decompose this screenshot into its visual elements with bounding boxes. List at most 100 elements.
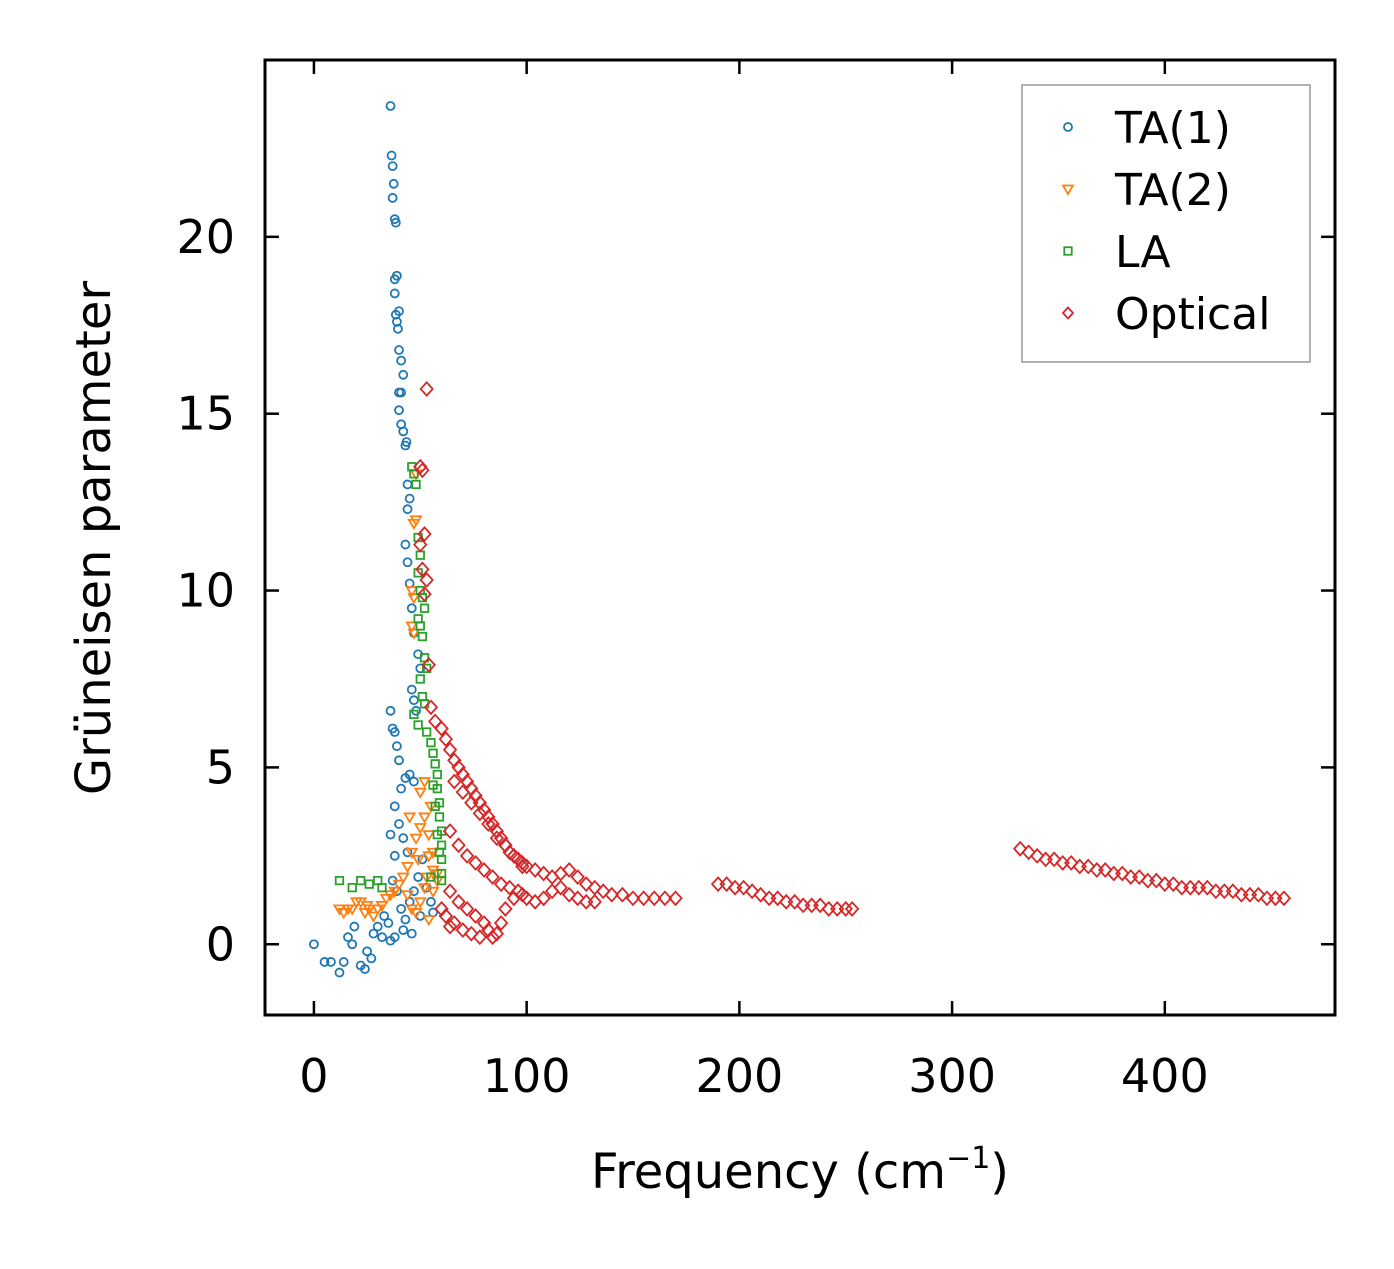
data-point [409,709,419,720]
data-point [396,872,410,884]
data-point [830,900,845,917]
data-point [744,883,760,900]
data-point [409,515,423,527]
data-point [459,900,475,917]
data-point [710,876,726,893]
x-tick-label: 100 [483,1049,571,1103]
data-point [371,904,385,916]
data-point [515,858,530,875]
data-point [419,572,434,588]
data-point [430,759,440,769]
data-point [451,759,466,776]
data-point [736,879,751,896]
data-point [319,957,330,967]
data-point [415,561,430,578]
legend: TA(1) TA(2) LA Optical [1021,84,1311,363]
data-point [400,539,411,550]
data-point [417,586,432,603]
data-point [838,900,853,917]
data-point [394,405,404,416]
data-point [347,883,357,893]
data-point [596,883,611,900]
data-point [1132,869,1147,885]
data-point [1021,844,1036,861]
x-axis-label-main: Frequency (cm [591,1144,946,1200]
data-point [498,900,513,917]
data-point [1251,886,1266,903]
data-point [398,925,409,936]
data-point [347,939,358,950]
data-point [1276,890,1292,907]
legend-items: TA(1) TA(2) LA Optical [1061,103,1270,340]
data-point [372,921,383,932]
data-point [844,900,860,917]
data-point [398,833,409,844]
data-point [1242,886,1258,903]
data-point [366,911,381,923]
data-point [432,829,442,840]
data-point [422,727,432,737]
data-point [400,862,415,874]
data-point [398,369,409,380]
data-point [536,865,551,882]
data-point [1166,876,1181,893]
data-point [1046,851,1062,868]
data-point [421,656,437,673]
data-point [472,805,488,822]
data-point [396,783,407,794]
data-point [413,536,428,553]
data-point [1098,862,1113,878]
data-point [561,886,577,903]
data-point [392,879,406,891]
data-point [385,101,396,111]
data-point [570,869,585,885]
data-point [553,879,568,896]
x-axis-label-sup: −1 [946,1141,990,1176]
data-point [406,928,417,939]
y-tick-label: 15 [176,387,235,441]
data-point [1029,847,1045,864]
data-point [657,890,673,907]
legend-marker [1063,122,1073,132]
data-point [1064,854,1079,871]
data-point [419,381,434,397]
data-point [426,886,440,898]
data-point [428,780,438,790]
plot-frame [263,58,1337,1017]
data-point [368,928,379,939]
x-tick-label: 0 [299,1049,328,1103]
data-point [451,893,466,910]
data-point [400,890,415,902]
data-point [426,865,440,877]
data-point [493,830,509,847]
data-point [455,784,471,801]
data-point [625,890,641,907]
data-point [1191,879,1207,896]
data-point [401,437,412,447]
data-point [519,890,534,907]
data-point [415,674,425,684]
data-point [459,773,475,790]
data-point [481,922,496,939]
data-point [409,776,419,787]
data-point [334,875,345,886]
data-point [366,953,377,964]
data-point [404,769,415,780]
data-point [389,801,400,812]
data-point [417,631,428,642]
data-point [362,904,376,916]
data-point [379,911,390,921]
data-point [389,850,400,861]
data-point [337,908,351,920]
data-point [309,939,319,950]
data-point [476,915,492,931]
data-point [447,752,462,769]
data-point [389,932,400,943]
data-point [570,890,585,907]
data-point [468,854,483,871]
legend-marker [1063,246,1073,256]
data-point [561,862,577,878]
points-layer [309,101,1292,978]
data-point [1012,840,1028,857]
